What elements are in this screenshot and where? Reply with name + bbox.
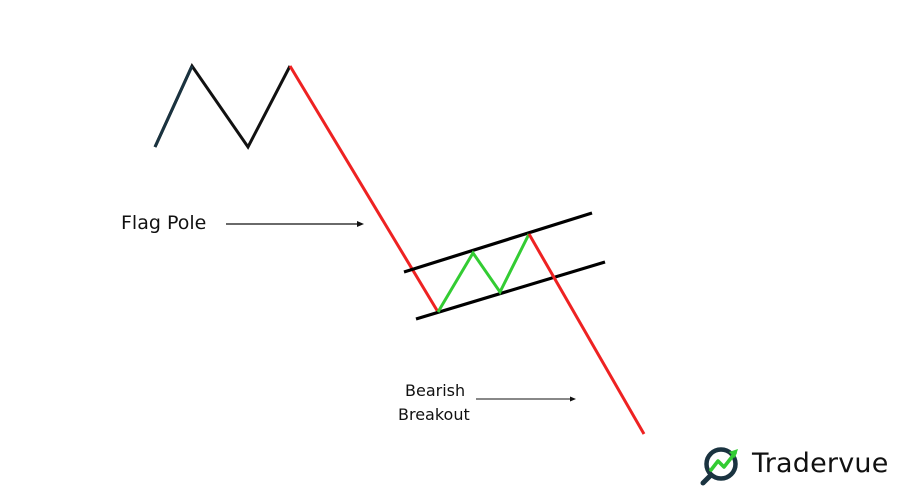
- prior-trend-start-segment: [153, 65, 194, 148]
- prior-trend-line: [153, 62, 292, 150]
- bearish-breakout-label-line2: Breakout: [398, 405, 470, 424]
- magnifier-trend-icon: [700, 447, 738, 486]
- flag-channel-lower: [415, 260, 606, 321]
- flag-pole-line: [288, 65, 440, 313]
- flag-zigzag: [436, 233, 531, 313]
- brand-name: Tradervue: [752, 448, 889, 479]
- flag-channel-upper: [403, 211, 593, 274]
- breakout-line: [527, 233, 646, 435]
- flag-pole-label: Flag Pole: [121, 212, 207, 234]
- flag-pole-arrow: [226, 221, 364, 227]
- bearish-breakout-label-line1: Bearish: [405, 381, 466, 400]
- breakout-arrow: [476, 396, 576, 402]
